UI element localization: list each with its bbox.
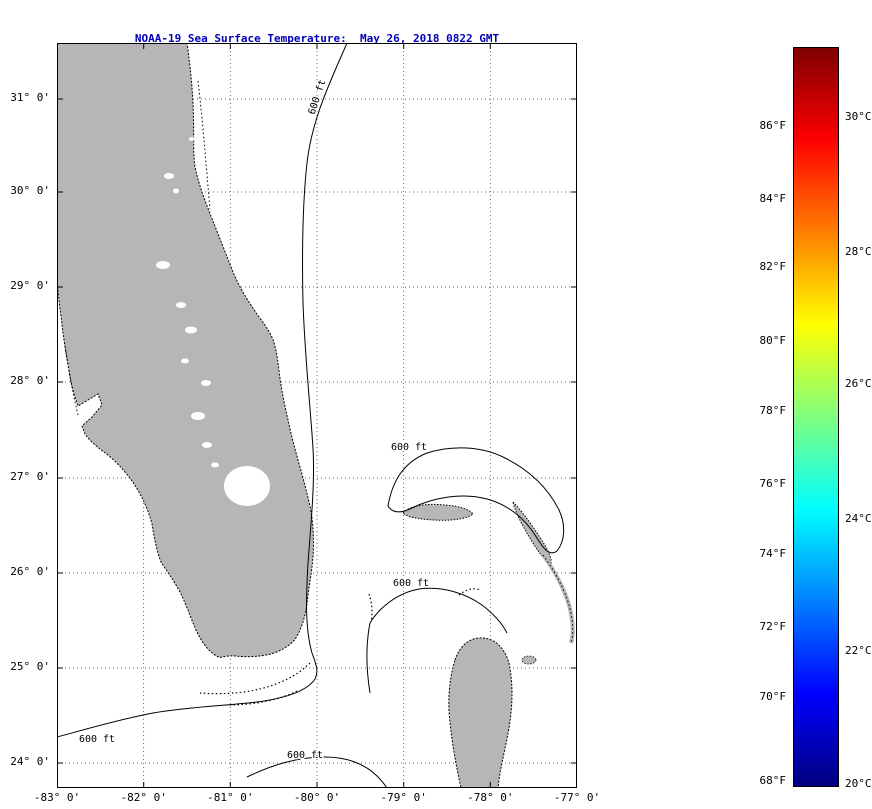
andros-great-bahama-bank [448,637,513,788]
small-lake [201,380,211,386]
colorbar-f-label: 82°F [759,260,787,273]
lake-okeechobee [224,466,270,506]
colorbar-c-label: 30°C [845,110,872,123]
small-lake [211,462,219,468]
colorbar-gradient [794,48,838,786]
x-axis-tick-label: -81° 0' [207,791,254,804]
colorbar-f-label: 74°F [759,547,787,560]
colorbar-f-label: 76°F [759,477,787,490]
contour-nw-providence-channel [366,587,508,694]
small-lake [185,326,197,334]
contour-label-600ft: 600 ft [391,442,427,453]
contour-label-600ft: 600 ft [393,578,429,589]
axis-ticks [57,43,577,788]
y-axis-tick-label: 28° 0' [10,374,50,387]
grand-bahama-island [402,503,474,521]
small-lake [176,302,186,308]
colorbar-f-label: 80°F [759,334,787,347]
colorbar-f-label: 70°F [759,690,787,703]
y-axis-tick-label: 27° 0' [10,470,50,483]
barrier-islands [63,80,211,416]
colorbar-f-label: 86°F [759,119,787,132]
florida-keys [199,662,311,706]
small-lake [164,173,174,179]
sst-map: 600 ft 600 ft 600 ft 600 ft 600 ft [57,43,577,788]
x-axis-tick-label: -80° 0' [293,791,341,804]
y-axis-tick-label: 25° 0' [10,660,50,673]
small-lake [189,137,195,141]
colorbar-c-label: 20°C [845,777,872,790]
contour-little-bahama-bank [387,447,565,554]
small-lake [202,442,212,448]
new-providence-island [521,655,537,665]
x-axis-tick-label: -82° 0' [120,791,167,804]
colorbar-c-label: 26°C [845,377,872,390]
small-lake [191,412,205,420]
x-axis-tick-label: -77° 0' [553,791,601,804]
colorbar-f-label: 68°F [759,774,787,787]
small-lake [173,188,179,194]
map-frame [57,43,577,788]
x-axis-tick-label: -79° 0' [380,791,427,804]
y-axis-tick-label: 29° 0' [10,279,50,292]
small-lake [156,261,170,269]
colorbar-c-label: 24°C [845,512,872,525]
contour-label-600ft: 600 ft [79,734,115,745]
y-axis-tick-label: 31° 0' [10,91,50,104]
x-axis-tick-label: -83° 0' [33,791,81,804]
eleuthera-speckles [542,554,574,644]
contour-label-600ft: 600 ft [287,750,323,761]
colorbar-c-label: 28°C [845,245,872,258]
contour-east-florida [57,43,348,738]
colorbar-f-label: 72°F [759,620,787,633]
small-lake [181,358,189,364]
colorbar-f-label: 84°F [759,192,787,205]
florida-landmass [57,43,315,706]
berry-islands-speckles [458,588,481,596]
x-axis-tick-label: -78° 0' [467,791,514,804]
colorbar [793,47,839,787]
y-axis-tick-label: 26° 0' [10,565,50,578]
colorbar-f-label: 78°F [759,404,787,417]
lakes [156,137,270,506]
bahamas-landmass [368,500,575,788]
y-axis-tick-label: 24° 0' [10,755,50,768]
y-axis-tick-label: 30° 0' [10,184,50,197]
depth-contours [57,43,565,788]
contour-bottom-center [246,756,388,788]
plot-title-line1: NOAA-19 Sea Surface Temperature: May 26,… [134,32,500,45]
colorbar-c-label: 22°C [845,644,872,657]
